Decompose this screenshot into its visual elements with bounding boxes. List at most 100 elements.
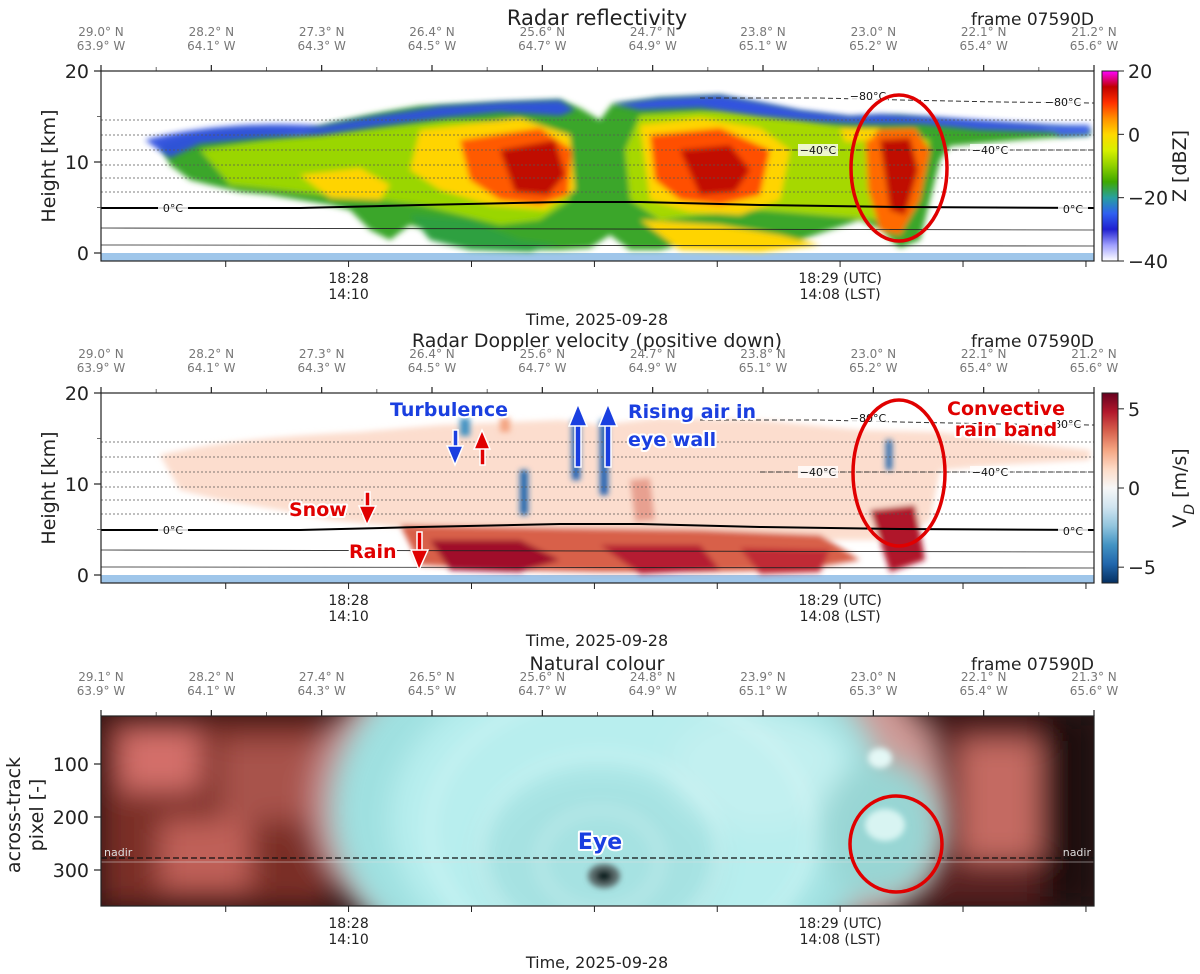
coordinate-tick: 23.0° N65.3° W [849,670,898,716]
time-tick-lst: 14:10 [328,609,368,625]
coordinate-tick: 26.4° N64.5° W [408,25,457,71]
isotherm-label-minus40c: −40°C [972,144,1009,157]
coordinate-tick: 24.7° N64.9° W [628,25,677,71]
reflectivity-heatmap [101,71,1094,261]
reflectivity-y-axis: 0 10 20 [65,61,101,265]
coordinate-tick-lon: 65.4° W [959,684,1008,698]
coordinate-tick-lon: 65.2° W [849,361,898,375]
coordinate-tick-lat: 29.0° N [78,25,124,39]
coordinate-tick-lon: 64.9° W [628,361,677,375]
doppler-heatmap [101,393,1094,583]
isotherm-label-minus40c: −40°C [800,466,837,479]
turbulence-label: Turbulence [390,399,508,421]
y-tick-label: 200 [53,807,89,829]
time-tick-lst: 14:08 (LST) [800,609,881,625]
coordinate-tick-lat: 24.7° N [630,347,676,361]
coordinate-tick-lat: 23.0° N [851,347,897,361]
natural-colour-y-axis: 100 200 300 [53,754,101,882]
natural-colour-coordinate-ticks: 29.1° N63.9° W 28.2° N64.1° W 27.4° N64.3°… [77,670,1119,716]
colorbar-tick-label: −40 [1128,251,1168,273]
natural-colour-frame-label: frame 07590D [971,655,1094,675]
time-tick-lst: 14:08 (LST) [800,932,881,948]
coordinate-tick-lat: 27.3° N [299,25,345,39]
doppler-coordinate-ticks: 29.0° N63.9° W 28.2° N64.1° W 27.3° N64.3°… [77,347,1119,393]
time-tick-utc: 18:28 [328,593,368,609]
y-tick-label: 100 [53,754,89,776]
coordinate-tick-lat: 26.4° N [409,347,455,361]
natural-colour-x-label: Time, 2025-09-28 [525,953,668,972]
eye-label: Eye [578,830,622,855]
isotherm-label-minus80c: −80°C [850,90,887,103]
time-tick-lst: 14:08 (LST) [800,287,881,303]
coordinate-tick-lon: 64.5° W [408,39,457,53]
nadir-label-left: nadir [104,846,133,859]
time-tick-utc: 18:28 [328,271,368,287]
turbulence-down-arrow [445,429,465,467]
coordinate-tick-lat: 26.4° N [409,25,455,39]
coordinate-tick-lon: 65.2° W [849,39,898,53]
coordinate-tick-lon: 65.6° W [1070,361,1119,375]
coordinate-tick: 27.3° N64.3° W [297,25,346,71]
coordinate-tick-lon: 65.6° W [1070,684,1119,698]
isotherm-label-0c: 0°C [163,202,183,215]
y-tick-label: 20 [65,383,89,405]
y-tick-label: 0 [77,565,89,587]
coordinate-tick-lon: 64.1° W [187,39,236,53]
reflectivity-frame-label: frame 07590D [971,10,1094,30]
rain-arrow [409,531,430,572]
coordinate-tick-lat: 21.2° N [1071,347,1117,361]
rising-air-arrow-2 [597,402,619,468]
snow-label: Snow [289,499,347,521]
time-tick: 18:29 (UTC)14:08 (LST) [798,916,881,948]
coordinate-tick-lat: 28.2° N [189,25,235,39]
coordinate-tick-lat: 28.2° N [189,347,235,361]
coordinate-tick-lon: 64.9° W [628,39,677,53]
coordinate-tick-lon: 63.9° W [77,39,126,53]
colorbar-tick-label: 0 [1128,478,1140,500]
coordinate-tick-lat: 25.6° N [520,25,566,39]
coordinate-tick-lat: 21.3° N [1071,670,1117,684]
natural-colour-title: Natural colour [530,653,665,675]
time-tick: 18:29 (UTC)14:08 (LST) [798,593,881,625]
coordinate-tick-lon: 64.3° W [297,39,346,53]
coordinate-tick-lon: 64.3° W [297,361,346,375]
coordinate-tick-lat: 27.4° N [299,670,345,684]
coordinate-tick-lon: 65.1° W [739,361,788,375]
colorbar-tick-label: −5 [1128,557,1156,579]
isotherm-label-0c: 0°C [1063,525,1083,538]
coordinate-tick-lat: 23.9° N [740,670,786,684]
coordinate-tick-lat: 28.2° N [189,670,235,684]
coordinate-tick: 23.8° N65.1° W [739,347,788,393]
coordinate-tick: 25.6° N64.7° W [518,347,567,393]
reflectivity-title: Radar reflectivity [507,6,687,30]
doppler-colorbar: 5 0 −5 VD [m/s] [1101,392,1198,584]
time-tick-utc: 18:29 (UTC) [798,593,881,609]
time-tick-utc: 18:29 (UTC) [798,271,881,287]
nadir-label-right: nadir [1063,846,1092,859]
convective-band-label-line1: Convective [947,398,1065,420]
coordinate-tick-lon: 64.9° W [628,684,677,698]
doppler-y-axis: 0 10 20 [65,383,101,587]
reflectivity-x-label: Time, 2025-09-28 [525,310,668,329]
coordinate-tick-lon: 64.7° W [518,361,567,375]
coordinate-tick: 29.0° N63.9° W [77,347,125,393]
coordinate-tick-lat: 29.1° N [78,670,124,684]
coordinate-tick: 22.1° N65.4° W [959,670,1008,716]
time-tick-utc: 18:28 [328,916,368,932]
coordinate-tick: 28.2° N64.1° W [187,347,236,393]
coordinate-tick-lat: 22.1° N [961,347,1007,361]
colorbar-tick-label: 5 [1128,399,1140,421]
coordinate-tick-lon: 65.4° W [959,361,1008,375]
coordinate-tick-lat: 21.2° N [1071,25,1117,39]
doppler-annotation-arrows [357,402,619,572]
coordinate-tick-lon: 64.3° W [297,684,346,698]
coordinate-tick-lat: 24.7° N [630,25,676,39]
coordinate-tick: 23.0° N65.2° W [849,25,898,71]
coordinate-tick-lon: 63.9° W [77,684,126,698]
coordinate-tick-lat: 22.1° N [961,25,1007,39]
coordinate-tick-lat: 23.0° N [851,25,897,39]
coordinate-tick-lon: 65.1° W [739,39,788,53]
